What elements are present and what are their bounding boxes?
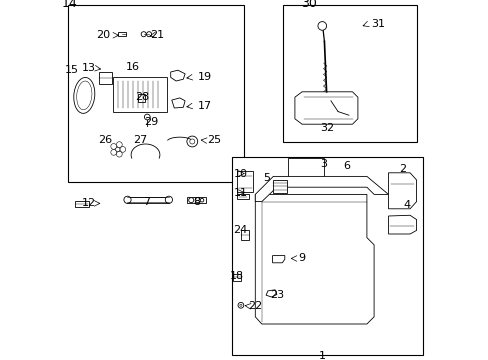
Circle shape [111,149,116,155]
Circle shape [188,198,193,203]
Bar [138,94,145,102]
Bar [241,230,248,240]
Text: 6: 6 [343,161,349,171]
Bar [118,32,125,36]
Text: 29: 29 [143,117,158,127]
Circle shape [120,147,125,152]
Bar [283,5,416,142]
Polygon shape [294,92,357,124]
Text: 24: 24 [233,225,247,235]
Circle shape [200,198,203,202]
Text: 14: 14 [62,0,78,10]
Text: 21: 21 [150,30,164,40]
Circle shape [116,142,122,148]
Text: 23: 23 [270,290,284,300]
Polygon shape [255,176,387,202]
Text: 15: 15 [64,65,79,75]
Text: 2: 2 [399,164,406,174]
Bar [75,201,89,207]
Text: 18: 18 [229,271,243,282]
Circle shape [123,196,131,203]
Text: 32: 32 [320,123,334,133]
Circle shape [146,32,151,37]
Polygon shape [255,194,373,324]
Bar [273,180,286,193]
Bar [237,171,253,192]
Circle shape [239,304,242,306]
Text: 19: 19 [198,72,211,82]
Circle shape [238,302,244,308]
Bar [237,194,248,199]
Ellipse shape [74,77,95,113]
Text: 4: 4 [402,200,409,210]
Polygon shape [265,290,276,297]
Polygon shape [387,173,416,209]
Circle shape [141,32,146,37]
Text: 13: 13 [82,63,96,73]
Text: 12: 12 [82,198,96,208]
Text: 17: 17 [198,101,211,111]
Polygon shape [387,215,416,234]
Text: 31: 31 [370,19,384,30]
Circle shape [189,139,194,144]
Polygon shape [171,98,185,108]
Circle shape [144,114,150,120]
Text: 25: 25 [206,135,221,145]
Text: 16: 16 [125,62,140,72]
Bar [127,197,168,203]
Text: 9: 9 [298,253,305,264]
Text: 8: 8 [193,197,200,207]
Polygon shape [272,256,284,263]
Bar [231,157,422,355]
Text: 10: 10 [233,168,247,179]
Text: 30: 30 [301,0,317,10]
Bar [99,72,112,84]
Circle shape [115,147,120,152]
Polygon shape [170,70,185,81]
Text: 27: 27 [133,135,147,145]
Bar [68,5,244,182]
Bar [186,197,205,203]
Text: 7: 7 [142,197,150,207]
Text: 22: 22 [248,301,262,311]
Text: 11: 11 [233,188,247,198]
Text: 3: 3 [320,159,326,169]
Text: 20: 20 [96,30,110,40]
Circle shape [317,22,326,30]
Text: 26: 26 [98,135,112,145]
Circle shape [165,196,172,203]
Circle shape [195,198,200,203]
Text: 28: 28 [135,92,149,102]
Circle shape [116,151,122,157]
Bar [232,274,241,281]
Circle shape [111,144,116,149]
Bar [113,77,167,112]
Ellipse shape [77,81,92,110]
Text: 5: 5 [263,173,270,183]
Text: 1: 1 [318,351,325,360]
Circle shape [186,136,197,147]
